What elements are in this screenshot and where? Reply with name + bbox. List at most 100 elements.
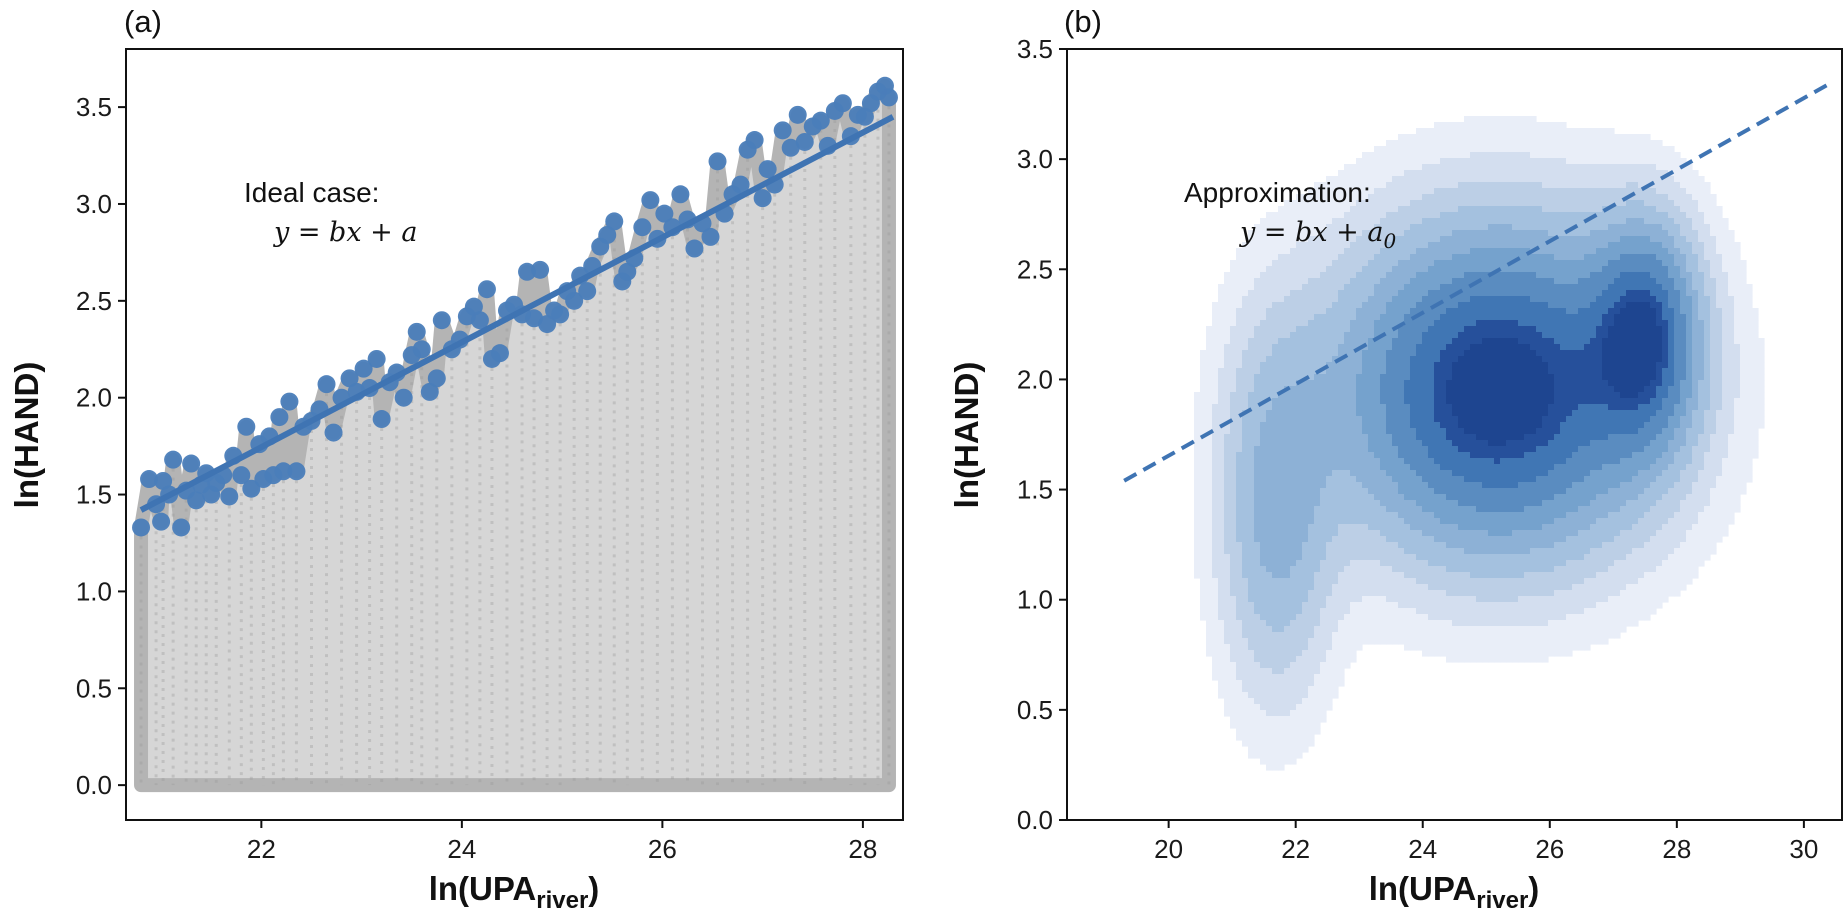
panel-b-kde-cell [1392, 482, 1399, 489]
panel-b-kde-cell [1242, 482, 1249, 489]
panel-b-kde-cell [1236, 686, 1243, 693]
panel-b-kde-cell [1398, 530, 1405, 537]
panel-b-kde-cell [1218, 500, 1225, 507]
panel-b-kde-cell [1350, 338, 1357, 345]
panel-b-kde-cell [1368, 488, 1375, 495]
panel-b-kde-cell [1356, 404, 1363, 411]
panel-b-kde-cell [1440, 446, 1447, 453]
panel-b-kde-cell [1458, 548, 1465, 555]
panel-b-kde-cell [1452, 602, 1459, 609]
panel-b-kde-cell [1524, 476, 1531, 483]
panel-b-kde-cell [1428, 290, 1435, 297]
panel-b-kde-cell [1488, 458, 1495, 465]
panel-b-kde-cell [1380, 602, 1387, 609]
panel-b-kde-cell [1278, 290, 1285, 297]
panel-b-kde-cell [1272, 404, 1279, 411]
panel-b-kde-cell [1272, 686, 1279, 693]
panel-b-kde-cell [1320, 302, 1327, 309]
panel-a-data-point [470, 311, 489, 330]
panel-b-kde-cell [1242, 422, 1249, 429]
panel-b-kde-cell [1314, 620, 1321, 627]
panel-b-kde-cell [1224, 326, 1231, 333]
panel-b-kde-cell [1458, 578, 1465, 585]
panel-b-kde-cell [1332, 584, 1339, 591]
panel-b-kde-cell [1530, 182, 1537, 189]
panel-a-data-point [833, 94, 852, 113]
panel-b-kde-cell [1440, 200, 1447, 207]
panel-b-kde-cell [1242, 320, 1249, 327]
panel-b-kde-cell [1350, 218, 1357, 225]
panel-b-kde-cell [1212, 494, 1219, 501]
panel-a-y-tick-label: 3.5 [76, 92, 112, 122]
panel-b-kde-cell [1488, 434, 1495, 441]
panel-b-kde-cell [1518, 500, 1525, 507]
panel-b-kde-cell [1368, 470, 1375, 477]
panel-b-kde-cell [1284, 254, 1291, 261]
panel-b-kde-cell [1362, 578, 1369, 585]
panel-b-kde-cell [1248, 332, 1255, 339]
panel-b-kde-cell [1422, 500, 1429, 507]
panel-b-kde-cell [1308, 326, 1315, 333]
panel-b-kde-cell [1506, 452, 1513, 459]
panel-b-kde-cell [1488, 332, 1495, 339]
panel-b-kde-cell [1500, 656, 1507, 663]
panel-b-kde-cell [1308, 662, 1315, 669]
panel-b-kde-cell [1212, 500, 1219, 507]
panel-b-kde-cell [1230, 530, 1237, 537]
panel-b-kde-cell [1410, 194, 1417, 201]
panel-b-kde-cell [1296, 746, 1303, 753]
panel-b-kde-cell [1380, 314, 1387, 321]
panel-b-kde-cell [1350, 356, 1357, 363]
panel-b-kde-cell [1452, 164, 1459, 171]
panel-b-kde-cell [1338, 320, 1345, 327]
panel-b-kde-cell [1284, 338, 1291, 345]
panel-b-kde-cell [1218, 554, 1225, 561]
panel-b-kde-cell [1476, 116, 1483, 123]
panel-b-kde-cell [1392, 368, 1399, 375]
panel-b-kde-cell [1398, 236, 1405, 243]
panel-b-kde-cell [1506, 182, 1513, 189]
panel-b-kde-cell [1470, 158, 1477, 165]
panel-b-kde-cell [1362, 428, 1369, 435]
panel-b-kde-cell [1260, 458, 1267, 465]
panel-b-kde-cell [1434, 632, 1441, 639]
panel-b-kde-cell [1476, 428, 1483, 435]
panel-b-kde-cell [1446, 560, 1453, 567]
panel-b-kde-cell [1368, 326, 1375, 333]
panel-b-kde-cell [1290, 590, 1297, 597]
panel-b-kde-cell [1464, 644, 1471, 651]
panel-b-kde-cell [1476, 410, 1483, 417]
panel-b-kde-cell [1290, 476, 1297, 483]
panel-b-kde-cell [1518, 284, 1525, 291]
panel-b-kde-cell [1278, 626, 1285, 633]
panel-b-kde-cell [1356, 584, 1363, 591]
panel-b-kde-cell [1224, 362, 1231, 369]
panel-b-kde-cell [1248, 296, 1255, 303]
panel-b-kde-cell [1200, 440, 1207, 447]
panel-b-kde-cell [1278, 380, 1285, 387]
panel-b-kde-cell [1386, 392, 1393, 399]
panel-a-data-point [394, 388, 413, 407]
panel-b-kde-cell [1224, 596, 1231, 603]
panel-b-kde-cell [1482, 284, 1489, 291]
panel-b-kde-cell [1284, 434, 1291, 441]
panel-b-kde-cell [1464, 254, 1471, 261]
panel-b-kde-cell [1488, 488, 1495, 495]
panel-b-kde-cell [1512, 242, 1519, 249]
panel-b-kde-cell [1284, 482, 1291, 489]
panel-b-kde-cell [1230, 554, 1237, 561]
panel-b-kde-cell [1290, 350, 1297, 357]
panel-b-kde-cell [1260, 554, 1267, 561]
panel-a-data-point [531, 260, 550, 279]
panel-a-data-point [164, 450, 183, 469]
panel-b-kde-cell [1374, 224, 1381, 231]
panel-b-kde-cell [1488, 392, 1495, 399]
panel-b-kde-cell [1302, 464, 1309, 471]
panel-b-kde-cell [1248, 470, 1255, 477]
panel-b-kde-cell [1302, 332, 1309, 339]
panel-b-kde-cell [1290, 488, 1297, 495]
panel-b-kde-cell [1446, 254, 1453, 261]
panel-b-kde-cell [1362, 590, 1369, 597]
panel-b-kde-cell [1434, 518, 1441, 525]
panel-b-kde-cell [1500, 128, 1507, 135]
